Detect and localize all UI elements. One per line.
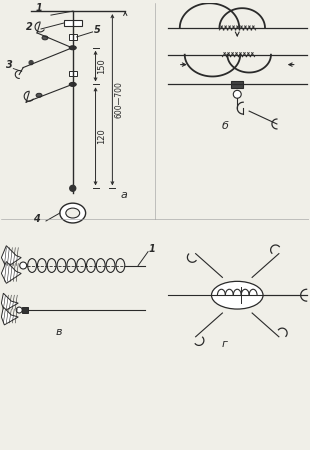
Text: 3: 3 [6, 59, 13, 70]
Ellipse shape [60, 203, 86, 223]
Polygon shape [1, 307, 18, 325]
Ellipse shape [36, 93, 42, 97]
Text: 600—700: 600—700 [114, 81, 123, 118]
Text: г: г [221, 339, 227, 349]
Circle shape [70, 185, 76, 191]
Text: б: б [221, 121, 228, 131]
Text: 1: 1 [149, 243, 156, 254]
Ellipse shape [211, 281, 263, 309]
Text: а: а [120, 190, 127, 200]
Text: 2: 2 [26, 22, 33, 32]
Polygon shape [1, 261, 21, 284]
Bar [69, 71, 77, 77]
Ellipse shape [42, 36, 48, 40]
Bar [69, 34, 77, 40]
Ellipse shape [69, 46, 76, 50]
Bar [22, 307, 28, 313]
Circle shape [29, 61, 33, 65]
Ellipse shape [66, 208, 80, 218]
Ellipse shape [69, 82, 76, 86]
Circle shape [233, 90, 241, 98]
Text: 150: 150 [98, 58, 107, 74]
Bar [231, 81, 243, 88]
Text: 5: 5 [94, 25, 100, 35]
Circle shape [16, 307, 22, 313]
Text: 120: 120 [98, 128, 107, 144]
Polygon shape [1, 293, 18, 311]
Text: 1: 1 [36, 3, 43, 13]
Text: в: в [56, 327, 62, 337]
Bar [64, 20, 82, 26]
Text: 4: 4 [33, 214, 40, 224]
Circle shape [20, 262, 27, 269]
Polygon shape [1, 246, 21, 267]
